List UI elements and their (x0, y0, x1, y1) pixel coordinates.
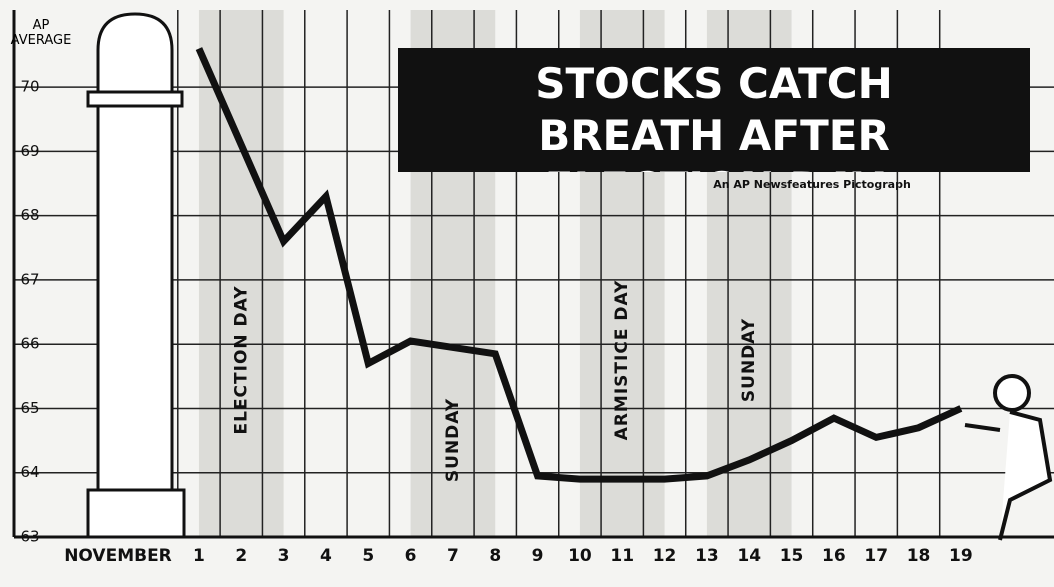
pillar (86, 12, 186, 539)
annotation: SUNDAY (739, 318, 759, 402)
x-tick-label: 19 (949, 546, 973, 566)
x-tick-label: 7 (447, 546, 459, 566)
y-tick-label: 65 (20, 399, 39, 417)
y-tick-label: 64 (20, 463, 39, 481)
y-axis-label: AP AVERAGE (10, 18, 72, 48)
pushing-figure (964, 374, 1053, 541)
x-tick-label: 10 (568, 546, 592, 566)
x-tick-label: 8 (489, 546, 501, 566)
x-tick-label: 16 (822, 546, 846, 566)
x-tick-label: 12 (653, 546, 677, 566)
x-axis-label: NOVEMBER (64, 546, 172, 566)
chart-title: STOCKS CATCH BREATH AFTER ELECTION DAY (535, 59, 893, 172)
annotation: SUNDAY (443, 398, 463, 482)
title-box (398, 48, 1030, 172)
data-line (195, 47, 963, 483)
annotation: ARMISTICE DAY (612, 280, 632, 441)
y-tick-label: 70 (20, 78, 39, 96)
x-tick-label: 11 (610, 546, 634, 566)
y-tick-label: 68 (20, 206, 39, 224)
x-tick-label: 9 (532, 546, 544, 566)
x-tick-label: 15 (780, 546, 804, 566)
x-tick-label: 3 (278, 546, 290, 566)
title-wrap: STOCKS CATCH BREATH AFTER ELECTION DAY (535, 59, 893, 172)
chart-subtitle: An AP Newsfeatures Pictograph (713, 178, 911, 191)
x-tick-label: 5 (362, 546, 374, 566)
y-tick-label: 67 (20, 270, 39, 288)
y-tick-label: 69 (20, 142, 39, 160)
plot: ELECTION DAY SUNDAY ARMISTICE DAY SUNDAY (195, 47, 963, 483)
x-tick-label: 18 (907, 546, 931, 566)
x-tick-label: 17 (864, 546, 888, 566)
x-tick-label: 2 (235, 546, 247, 566)
annotation: ELECTION DAY (231, 285, 251, 434)
shaded-band (198, 10, 284, 537)
x-tick-label: 4 (320, 546, 332, 566)
y-tick-label: 66 (20, 335, 39, 353)
ylabel-wrap: AP AVERAGE (10, 18, 72, 48)
x-tick-label: 13 (695, 546, 719, 566)
x-tick-label: 1 (193, 546, 205, 566)
x-tick-label: 6 (405, 546, 417, 566)
x-tick-label: 14 (737, 546, 761, 566)
y-tick-label: 63 (20, 528, 39, 546)
